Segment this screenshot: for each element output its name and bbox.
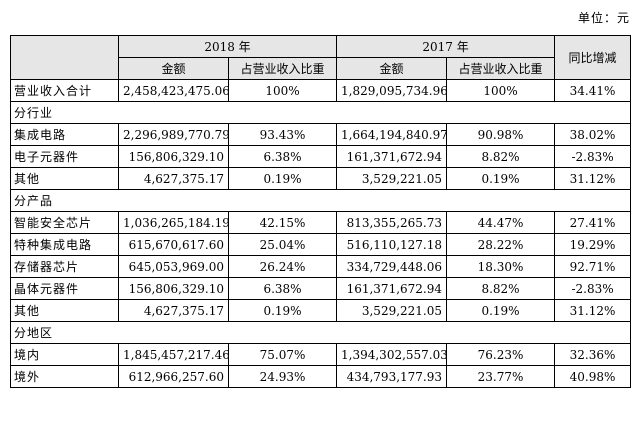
yoy-cell: 34.41% xyxy=(554,79,632,102)
table-row: 晶体元器件 156,806,329.10 6.38% 161,371,672.94 8.… xyxy=(10,277,632,300)
share-2017-cell: 100% xyxy=(446,79,556,102)
share-2017-cell: 44.47% xyxy=(446,211,556,234)
amount-2017-cell: 1,829,095,734.96 xyxy=(336,79,448,102)
yoy-cell: 31.12% xyxy=(554,167,632,190)
share-2018-cell: 42.15% xyxy=(227,211,338,234)
section-row: 分地区 xyxy=(9,321,632,344)
section-row: 分产品 xyxy=(9,189,632,212)
share-2018-cell: 6.38% xyxy=(227,145,338,168)
header-2017-share: 占营业收入比重 xyxy=(446,57,556,80)
amount-2017-cell: 1,394,302,557.03 xyxy=(336,343,448,366)
header-2017: 2017 年 xyxy=(336,35,556,58)
share-2017-cell: 28.22% xyxy=(446,233,556,256)
header-yoy: 同比增减 xyxy=(554,35,632,80)
table-row: 其他 4,627,375.17 0.19% 3,529,221.05 0.19% 31.1… xyxy=(10,167,632,190)
table-row: 智能安全芯片 1,036,265,184.19 42.15% 813,355,265.… xyxy=(10,211,632,234)
share-2018-cell: 0.19% xyxy=(227,299,338,322)
table-row: 集成电路 2,296,989,770.79 93.43% 1,664,194,840.… xyxy=(10,123,632,146)
amount-2017-cell: 161,371,672.94 xyxy=(336,145,448,168)
table-row: 电子元器件 156,806,329.10 6.38% 161,371,672.94 8.… xyxy=(10,145,632,168)
amount-2018-cell: 1,845,457,217.46 xyxy=(118,343,229,366)
table-row: 特种集成电路 615,670,617.60 25.04% 516,110,127.18… xyxy=(10,233,632,256)
share-2018-cell: 24.93% xyxy=(227,365,338,388)
row-label: 特种集成电路 xyxy=(10,233,119,256)
yoy-cell: 32.36% xyxy=(554,343,632,366)
yoy-cell: -2.83% xyxy=(554,277,632,300)
row-label: 营业收入合计 xyxy=(10,79,119,102)
share-2017-cell: 0.19% xyxy=(446,167,556,190)
row-label: 电子元器件 xyxy=(10,145,119,168)
section-label: 分产品 xyxy=(9,189,632,212)
header-2017-amount: 金额 xyxy=(336,57,448,80)
share-2017-cell: 90.98% xyxy=(446,123,556,146)
share-2018-cell: 93.43% xyxy=(227,123,338,146)
header-row-years: 2018 年 2017 年 同比增减 xyxy=(10,35,632,80)
amount-2017-cell: 3,529,221.05 xyxy=(336,167,448,190)
amount-2018-cell: 2,296,989,770.79 xyxy=(118,123,229,146)
amount-2017-cell: 813,355,265.73 xyxy=(336,211,448,234)
row-label: 境内 xyxy=(10,343,119,366)
section-label: 分地区 xyxy=(9,321,632,344)
unit-label: 单位：元 xyxy=(577,11,630,25)
share-2018-cell: 75.07% xyxy=(227,343,338,366)
revenue-table: 2018 年 2017 年 同比增减 金额 占营业收入比重 金额 占营业收入比重… xyxy=(9,35,632,388)
row-label: 其他 xyxy=(10,299,119,322)
share-2018-cell: 0.19% xyxy=(227,167,338,190)
table-row: 存储器芯片 645,053,969.00 26.24% 334,729,448.06 1… xyxy=(10,255,632,278)
share-2017-cell: 76.23% xyxy=(446,343,556,366)
yoy-cell: 31.12% xyxy=(554,299,632,322)
share-2017-cell: 0.19% xyxy=(446,299,556,322)
row-label: 存储器芯片 xyxy=(10,255,119,278)
amount-2017-cell: 334,729,448.06 xyxy=(336,255,448,278)
amount-2018-cell: 156,806,329.10 xyxy=(118,277,229,300)
section-row: 分行业 xyxy=(9,101,632,124)
header-2018-share: 占营业收入比重 xyxy=(227,57,338,80)
table-row: 境内 1,845,457,217.46 75.07% 1,394,302,557.03… xyxy=(10,343,632,366)
share-2017-cell: 23.77% xyxy=(446,365,556,388)
table-row: 营业收入合计 2,458,423,475.06 100% 1,829,095,734.… xyxy=(10,79,632,102)
row-label: 集成电路 xyxy=(10,123,119,146)
amount-2017-cell: 1,664,194,840.97 xyxy=(336,123,448,146)
share-2017-cell: 8.82% xyxy=(446,277,556,300)
amount-2017-cell: 161,371,672.94 xyxy=(336,277,448,300)
amount-2018-cell: 156,806,329.10 xyxy=(118,145,229,168)
amount-2017-cell: 3,529,221.05 xyxy=(336,299,448,322)
table-row: 其他 4,627,375.17 0.19% 3,529,221.05 0.19% 31.1… xyxy=(10,299,632,322)
share-2017-cell: 18.30% xyxy=(446,255,556,278)
amount-2018-cell: 4,627,375.17 xyxy=(118,167,229,190)
share-2018-cell: 6.38% xyxy=(227,277,338,300)
table-row: 境外 612,966,257.60 24.93% 434,793,177.93 23.7… xyxy=(10,365,632,388)
share-2018-cell: 25.04% xyxy=(227,233,338,256)
header-blank-cell xyxy=(10,35,119,80)
amount-2018-cell: 645,053,969.00 xyxy=(118,255,229,278)
amount-2017-cell: 516,110,127.18 xyxy=(336,233,448,256)
section-label: 分行业 xyxy=(9,101,632,124)
header-2018: 2018 年 xyxy=(117,35,338,58)
yoy-cell: 38.02% xyxy=(554,123,632,146)
share-2018-cell: 26.24% xyxy=(227,255,338,278)
header-row-metrics: 金额 占营业收入比重 金额 占营业收入比重 xyxy=(11,57,631,80)
amount-2018-cell: 615,670,617.60 xyxy=(118,233,229,256)
share-2018-cell: 100% xyxy=(227,79,338,102)
yoy-cell: 27.41% xyxy=(554,211,632,234)
row-label: 境外 xyxy=(10,365,119,388)
row-label: 智能安全芯片 xyxy=(10,211,119,234)
row-label: 晶体元器件 xyxy=(10,277,119,300)
yoy-cell: 92.71% xyxy=(554,255,632,278)
header-2018-amount: 金额 xyxy=(118,57,229,80)
amount-2018-cell: 2,458,423,475.06 xyxy=(118,79,229,102)
yoy-cell: -2.83% xyxy=(554,145,632,168)
share-2017-cell: 8.82% xyxy=(446,145,556,168)
amount-2018-cell: 612,966,257.60 xyxy=(118,365,229,388)
amount-2018-cell: 1,036,265,184.19 xyxy=(118,211,229,234)
row-label: 其他 xyxy=(10,167,119,190)
table-body: 营业收入合计 2,458,423,475.06 100% 1,829,095,734.… xyxy=(9,79,632,388)
yoy-cell: 19.29% xyxy=(554,233,632,256)
amount-2018-cell: 4,627,375.17 xyxy=(118,299,229,322)
yoy-cell: 40.98% xyxy=(554,365,632,388)
amount-2017-cell: 434,793,177.93 xyxy=(336,365,448,388)
